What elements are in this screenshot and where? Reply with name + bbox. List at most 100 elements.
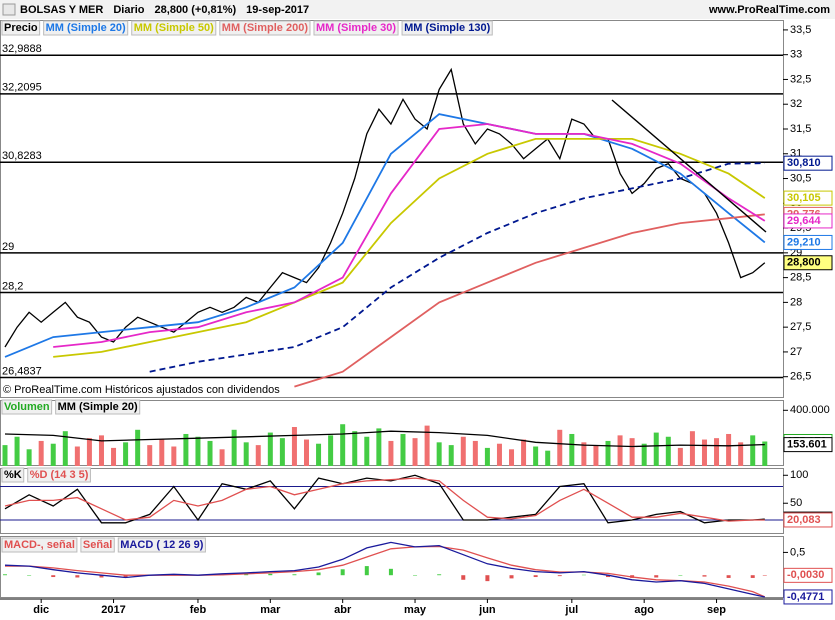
- volume-bar: [279, 438, 285, 466]
- volume-bar: [533, 446, 539, 466]
- volume-bar: [195, 436, 201, 466]
- last-value-label: 28,800: [787, 257, 821, 269]
- level-label: 32,9888: [2, 43, 42, 55]
- macd-bar: [244, 574, 249, 576]
- note: © ProRealTime.com Históricos ajustados c…: [3, 384, 280, 396]
- volume-bar: [376, 428, 382, 466]
- macd-bar: [606, 575, 610, 578]
- panel-frame: [0, 468, 784, 534]
- volume-bar: [726, 433, 732, 466]
- y-tick-label: 33,5: [790, 24, 811, 36]
- volume-bar: [316, 443, 322, 466]
- macd-bar: [557, 575, 562, 577]
- volume-bar: [460, 436, 466, 466]
- macd-bar: [485, 575, 490, 582]
- macd-bar: [702, 575, 707, 577]
- x-tick-label: jul: [564, 604, 578, 616]
- header-title: BOLSAS Y MER: [20, 4, 103, 16]
- legend-entry: MM (Simple 20): [46, 22, 126, 34]
- volume-bar: [111, 447, 117, 466]
- volume-bar: [267, 432, 273, 466]
- x-tick-label: feb: [190, 604, 207, 616]
- volume-bar: [255, 445, 261, 466]
- level-label: 29: [2, 241, 14, 253]
- y-tick-label: 30,5: [790, 172, 811, 184]
- volume-bar: [352, 431, 358, 466]
- y-tick-label: 31,5: [790, 123, 811, 135]
- volume-bar: [557, 429, 563, 466]
- last-value-label: 29,644: [787, 215, 822, 227]
- volume-bar: [123, 442, 129, 466]
- legend-entry: MM (Simple 20): [58, 401, 138, 413]
- volume-bar: [484, 447, 490, 466]
- last-value-box: [783, 589, 833, 605]
- volume-bar: [424, 425, 430, 466]
- y-tick-label: 100: [790, 469, 808, 481]
- volume-bar: [62, 431, 68, 466]
- indicator-line: [4, 541, 765, 598]
- y-tick-label: 27: [790, 346, 802, 358]
- volume-bar: [738, 442, 744, 466]
- x-tick-label: jun: [478, 604, 496, 616]
- legend-box: [219, 20, 311, 36]
- volume-bar: [714, 438, 720, 466]
- legend-box: [27, 467, 91, 483]
- macd-bar: [340, 569, 345, 576]
- macd-bar: [123, 575, 128, 578]
- volume-bar: [388, 440, 394, 466]
- last-value-box: [783, 234, 833, 250]
- indicator-line: [53, 138, 766, 358]
- y-tick-label: 28,5: [790, 272, 811, 284]
- legend-box: [1, 399, 53, 415]
- volume-bar: [147, 445, 153, 466]
- legend-entry: MACD ( 12 26 9): [120, 539, 203, 551]
- volume-bar: [74, 446, 80, 466]
- macd-bar: [27, 575, 32, 576]
- x-tick-label: abr: [334, 604, 352, 616]
- header-period: Diario: [113, 4, 144, 16]
- level-label: 28,2: [2, 280, 23, 292]
- indicator-line: [53, 123, 766, 348]
- indicator-line: [5, 545, 766, 598]
- macd-bar: [364, 566, 369, 576]
- volume-bar: [545, 450, 551, 466]
- volume-bar: [653, 432, 659, 466]
- macd-bar: [509, 575, 514, 579]
- volume-bar: [328, 435, 334, 466]
- trend-line: [611, 99, 767, 233]
- macd-bar: [750, 575, 755, 578]
- volume-bar: [496, 443, 502, 466]
- volume-bar: [183, 433, 189, 466]
- legend-box: [55, 399, 141, 415]
- level-label: 30,8283: [2, 150, 42, 162]
- last-value-box: [783, 255, 833, 271]
- legend-box: [401, 20, 493, 36]
- last-value-box: [783, 437, 833, 453]
- last-value-box: [783, 213, 833, 229]
- indicator-line: [4, 113, 766, 358]
- volume-bar: [436, 442, 442, 466]
- legend-box: [1, 537, 78, 553]
- x-tick-label: may: [404, 604, 427, 616]
- macd-bar: [316, 572, 321, 576]
- last-value-box: [783, 155, 833, 171]
- volume-bar: [509, 449, 515, 466]
- y-tick-label: 32,5: [790, 73, 811, 85]
- y-tick-label: 32: [790, 98, 802, 110]
- x-tick-label: ago: [634, 604, 654, 616]
- macd-bar: [75, 575, 80, 578]
- indicator-line: [149, 162, 765, 373]
- y-tick-label: 27,5: [790, 321, 811, 333]
- legend-entry: MM (Simple 30): [316, 22, 396, 34]
- volume-bar: [677, 447, 683, 466]
- macd-bar: [388, 568, 393, 576]
- macd-bar: [437, 574, 442, 576]
- volume-bar: [231, 429, 237, 466]
- volume-bar: [569, 433, 575, 466]
- macd-bar: [533, 575, 538, 578]
- volume-bar: [291, 427, 297, 466]
- macd-bar: [762, 575, 767, 576]
- volume-bar: [219, 449, 225, 466]
- volume-bar: [171, 446, 177, 466]
